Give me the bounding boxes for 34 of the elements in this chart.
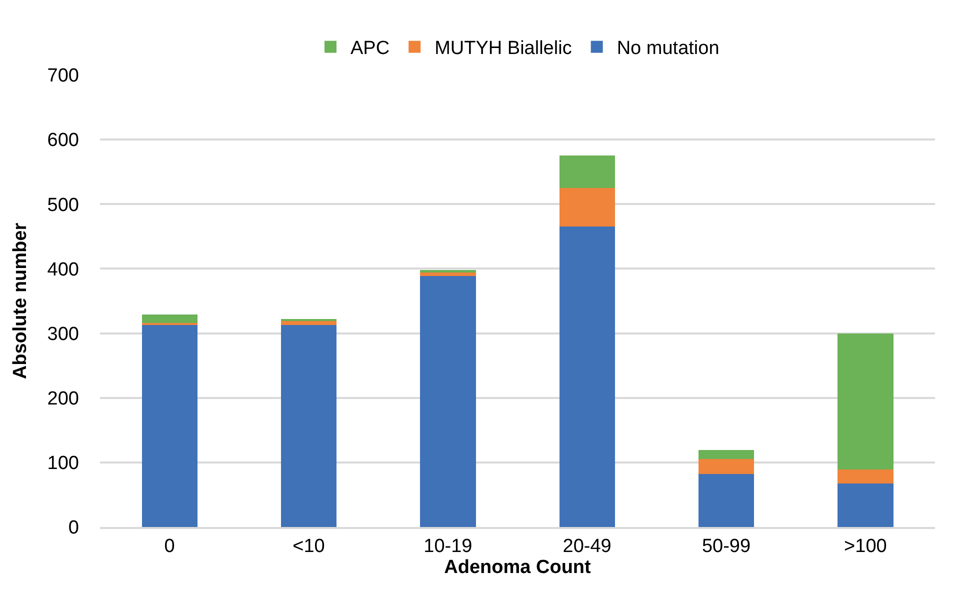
y-tick-label: 200 bbox=[47, 388, 79, 410]
bar bbox=[698, 450, 754, 460]
bar bbox=[142, 324, 198, 527]
legend-label: APC bbox=[350, 38, 390, 60]
bar bbox=[280, 324, 337, 527]
bar bbox=[420, 270, 476, 273]
x-tick-label: 0 bbox=[164, 536, 175, 557]
y-tick-label: 0 bbox=[68, 518, 79, 539]
bar bbox=[559, 226, 615, 527]
y-tick-label: 500 bbox=[47, 194, 79, 216]
bar bbox=[420, 272, 476, 276]
bar bbox=[698, 474, 754, 527]
y-tick-label: 300 bbox=[47, 324, 79, 345]
bar bbox=[838, 333, 894, 470]
legend-label: No mutation bbox=[616, 38, 720, 60]
legend-label: MUTYH Biallelic bbox=[434, 38, 572, 60]
bar bbox=[142, 314, 198, 323]
bar bbox=[838, 470, 894, 484]
y-tick-label: 600 bbox=[47, 130, 79, 152]
bar bbox=[420, 276, 476, 527]
x-axis-title: Adenoma Count bbox=[444, 557, 592, 578]
bar bbox=[838, 484, 894, 527]
y-tick-label: 100 bbox=[47, 453, 79, 474]
y-tick-label: 400 bbox=[47, 259, 79, 280]
y-axis-title: Absolute number bbox=[10, 222, 32, 380]
y-tick-label: 700 bbox=[47, 66, 79, 87]
x-tick-label: 50-99 bbox=[702, 536, 751, 557]
x-tick-label: 20-49 bbox=[562, 536, 612, 557]
x-tick-label: <10 bbox=[292, 536, 325, 557]
bar bbox=[559, 156, 615, 188]
bar bbox=[559, 188, 615, 227]
x-tick-label: 10-19 bbox=[424, 536, 472, 557]
x-tick-label: >100 bbox=[844, 536, 887, 557]
bar bbox=[698, 459, 754, 474]
